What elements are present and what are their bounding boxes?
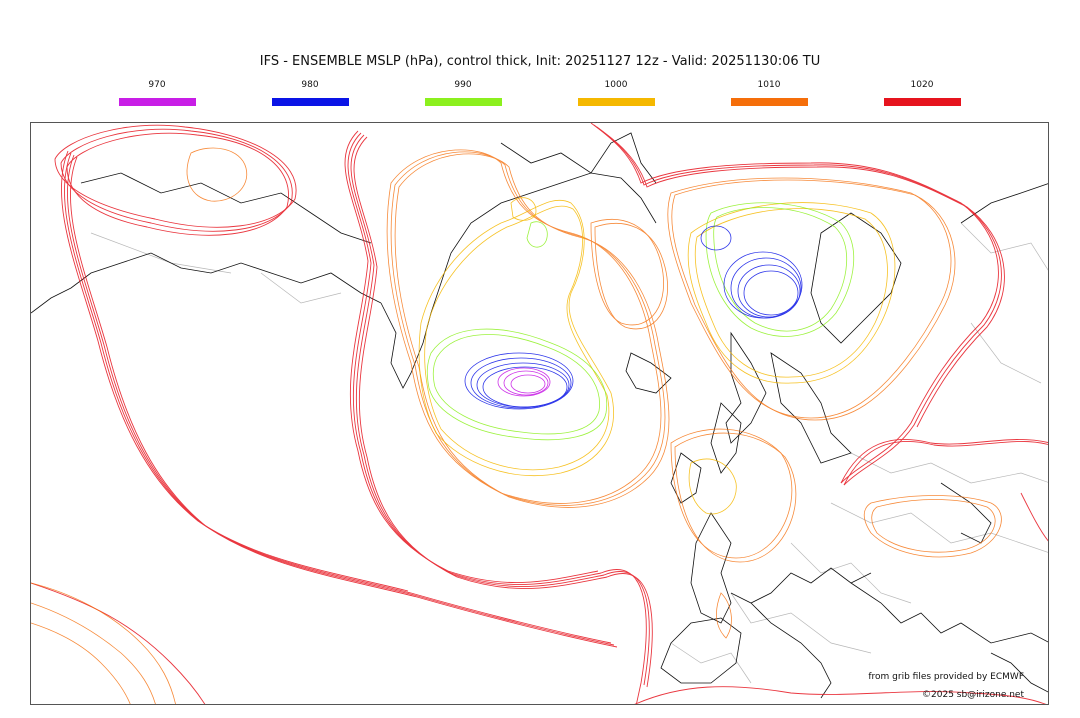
legend-label: 990 <box>454 80 472 90</box>
legend-label: 970 <box>148 80 166 90</box>
coastlines <box>31 132 1048 699</box>
legend-label: 980 <box>301 80 319 90</box>
isobars-990 <box>426 202 855 441</box>
legend-swatch <box>424 98 502 106</box>
legend-swatch <box>730 98 808 106</box>
legend-swatch <box>118 98 196 106</box>
chart-title: IFS - ENSEMBLE MSLP (hPa), control thick… <box>259 54 821 69</box>
copyright-credit: ©2025 sb@irizone.net <box>922 690 1024 700</box>
legend-label: 1020 <box>910 80 934 90</box>
legend-item-1000: 1000 <box>577 80 655 106</box>
legend-swatch <box>883 98 961 106</box>
legend-swatch <box>577 98 655 106</box>
legend-item-980: 980 <box>271 80 349 106</box>
map-frame <box>30 122 1049 705</box>
legend-item-990: 990 <box>424 80 502 106</box>
legend-item-970: 970 <box>118 80 196 106</box>
legend-swatch <box>271 98 349 106</box>
isobars-1010 <box>31 147 1002 704</box>
isobars-1000 <box>418 197 896 515</box>
legend-item-1010: 1010 <box>730 80 808 106</box>
legend-label: 1010 <box>757 80 781 90</box>
isobars-1020 <box>31 123 1048 704</box>
isobars-980 <box>464 225 803 410</box>
isobars-970 <box>497 367 551 397</box>
data-source-credit: from grib files provided by ECMWF <box>868 672 1024 682</box>
map-canvas <box>31 123 1048 704</box>
legend-item-1020: 1020 <box>883 80 961 106</box>
legend-label: 1000 <box>604 80 628 90</box>
